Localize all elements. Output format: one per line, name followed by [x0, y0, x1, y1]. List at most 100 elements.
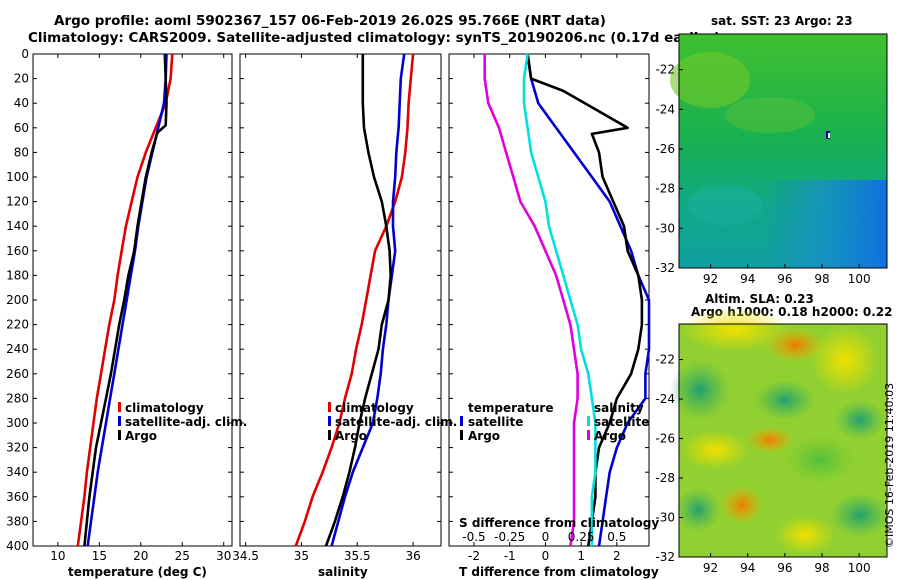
legend-label-argo: Argo	[125, 429, 157, 443]
y-tick-label: 40	[14, 96, 29, 110]
s-tick-label: 0	[542, 530, 550, 544]
series-t-argo	[526, 53, 644, 547]
sla-high-patch	[720, 485, 764, 525]
sla-high-patch	[765, 327, 825, 363]
legend-title-salinity: salinity	[594, 401, 644, 415]
legend-swatch-satellite	[328, 416, 331, 426]
map-y-tick-label: -24	[655, 392, 675, 406]
sla-high-patch	[745, 426, 795, 454]
map-x-tick-label: 98	[814, 561, 829, 575]
series-s-satellite	[522, 53, 597, 546]
map-x-tick-label: 98	[814, 272, 829, 286]
salinity-legend: climatology satellite-adj. clim. Argo	[328, 401, 457, 443]
difference-panel: -2 -1 0 1 2 temperature satellite Argo salin…	[448, 53, 659, 579]
sla-map-title-line1: Altim. SLA: 0.23	[705, 292, 814, 306]
map-y-tick-label: -26	[655, 432, 675, 446]
legend-label-climatology: climatology	[125, 401, 204, 415]
legend-swatch-climatology	[118, 402, 121, 412]
sla-low-patch	[835, 400, 885, 440]
x-tick-label: 0	[542, 549, 550, 563]
y-tick-label: 100	[6, 170, 29, 184]
salinity-xlabel: salinity	[318, 565, 368, 579]
map-x-tick-label: 96	[777, 272, 792, 286]
sla-map-panel: Altim. SLA: 0.23 Argo h1000: 0.18 h2000:…	[655, 292, 892, 575]
y-tick-label: 120	[6, 195, 29, 209]
legend-title-temperature: temperature	[468, 401, 553, 415]
y-tick-label: 400	[6, 539, 29, 553]
map-y-tick-label: -26	[655, 142, 675, 156]
argo-position-marker-highlight	[828, 133, 830, 138]
y-tick-label: 320	[6, 441, 29, 455]
map-y-tick-label: -24	[655, 102, 675, 116]
s-difference-label: S difference from climatology	[459, 516, 659, 530]
s-tick-label: 0.5	[607, 530, 626, 544]
x-tick-label: 30	[216, 549, 231, 563]
legend-label-s-argo: Argo	[594, 429, 626, 443]
sla-heatmap	[670, 308, 890, 557]
legend-label-satellite: satellite-adj. clim.	[125, 415, 247, 429]
map-x-tick-label: 92	[703, 272, 718, 286]
sla-map-frame	[678, 323, 888, 558]
map-x-tick-label: 94	[740, 561, 755, 575]
x-tick-label: 25	[175, 549, 190, 563]
sla-mid-patch	[785, 435, 855, 485]
sst-map-title: sat. SST: 23 Argo: 23	[711, 14, 853, 28]
legend-label-argo: Argo	[335, 429, 367, 443]
y-tick-label: 380	[6, 514, 29, 528]
y-tick-label: 360	[6, 490, 29, 504]
y-tick-label: 340	[6, 465, 29, 479]
legend-swatch-s-argo	[587, 430, 590, 440]
difference-legend-temperature: temperature satellite Argo	[460, 401, 553, 443]
map-y-tick-label: -30	[655, 221, 675, 235]
x-tick-label: 1	[577, 549, 585, 563]
map-y-tick-label: -32	[655, 261, 675, 275]
series-satellite-adj-clim-	[330, 53, 406, 547]
y-tick-label: 260	[6, 367, 29, 381]
sst-cool-patch-small	[687, 185, 763, 225]
y-tick-label: 140	[6, 219, 29, 233]
x-tick-label: 15	[92, 549, 107, 563]
difference-axes-frame	[448, 53, 650, 547]
x-tick-label: 35	[294, 549, 309, 563]
salinity-axes-frame	[239, 53, 442, 547]
map-x-tick-label: 100	[848, 272, 871, 286]
y-tick-label: 280	[6, 391, 29, 405]
map-y-tick-label: -32	[655, 550, 675, 564]
legend-label-t-argo: Argo	[468, 429, 500, 443]
legend-swatch-t-argo	[460, 430, 463, 440]
legend-label-satellite: satellite-adj. clim.	[335, 415, 457, 429]
imos-timestamp: ©IMOS 16-Feb-2019 11:40:03	[883, 383, 896, 548]
x-tick-label: -2	[468, 549, 480, 563]
sla-low-patch	[830, 493, 890, 537]
sla-high-patch	[810, 325, 880, 395]
sla-high-patch	[680, 430, 750, 470]
series-argo	[83, 53, 168, 547]
y-tick-label: 20	[14, 72, 29, 86]
series-argo	[324, 54, 392, 547]
s-tick-label: 0.25	[568, 530, 595, 544]
legend-label-s-satellite: satellite	[594, 415, 649, 429]
x-tick-label: 36	[405, 549, 420, 563]
salinity-panel: 34.5 35 35.5 36 climatology satellite-adj. …	[232, 53, 457, 579]
legend-swatch-argo	[118, 430, 121, 440]
sst-cool-patch	[760, 180, 887, 268]
legend-label-climatology: climatology	[335, 401, 414, 415]
y-tick-label: 80	[14, 145, 29, 159]
x-tick-label: 20	[133, 549, 148, 563]
map-y-tick-label: -28	[655, 182, 675, 196]
map-x-tick-label: 94	[740, 272, 755, 286]
series-climatology	[76, 53, 174, 547]
title-line2: Climatology: CARS2009. Satellite-adjuste…	[28, 30, 720, 46]
legend-swatch-climatology	[328, 402, 331, 412]
x-tick-label: 34.5	[232, 549, 259, 563]
x-tick-label: -1	[504, 549, 516, 563]
y-tick-label: 220	[6, 318, 29, 332]
series-s-argo	[483, 54, 579, 547]
map-y-tick-label: -22	[655, 63, 675, 77]
sst-map-panel: sat. SST: 23 Argo: 23 92 94 96 98 100 -22 -24 -…	[655, 14, 888, 286]
x-tick-label: 10	[50, 549, 65, 563]
temperature-panel: 0 20 40 60 80 100 120 140 160 180 200 220 240 260 280 3…	[6, 47, 247, 579]
y-tick-label: 60	[14, 121, 29, 135]
map-y-tick-label: -28	[655, 471, 675, 485]
map-y-tick-label: -22	[655, 353, 675, 367]
